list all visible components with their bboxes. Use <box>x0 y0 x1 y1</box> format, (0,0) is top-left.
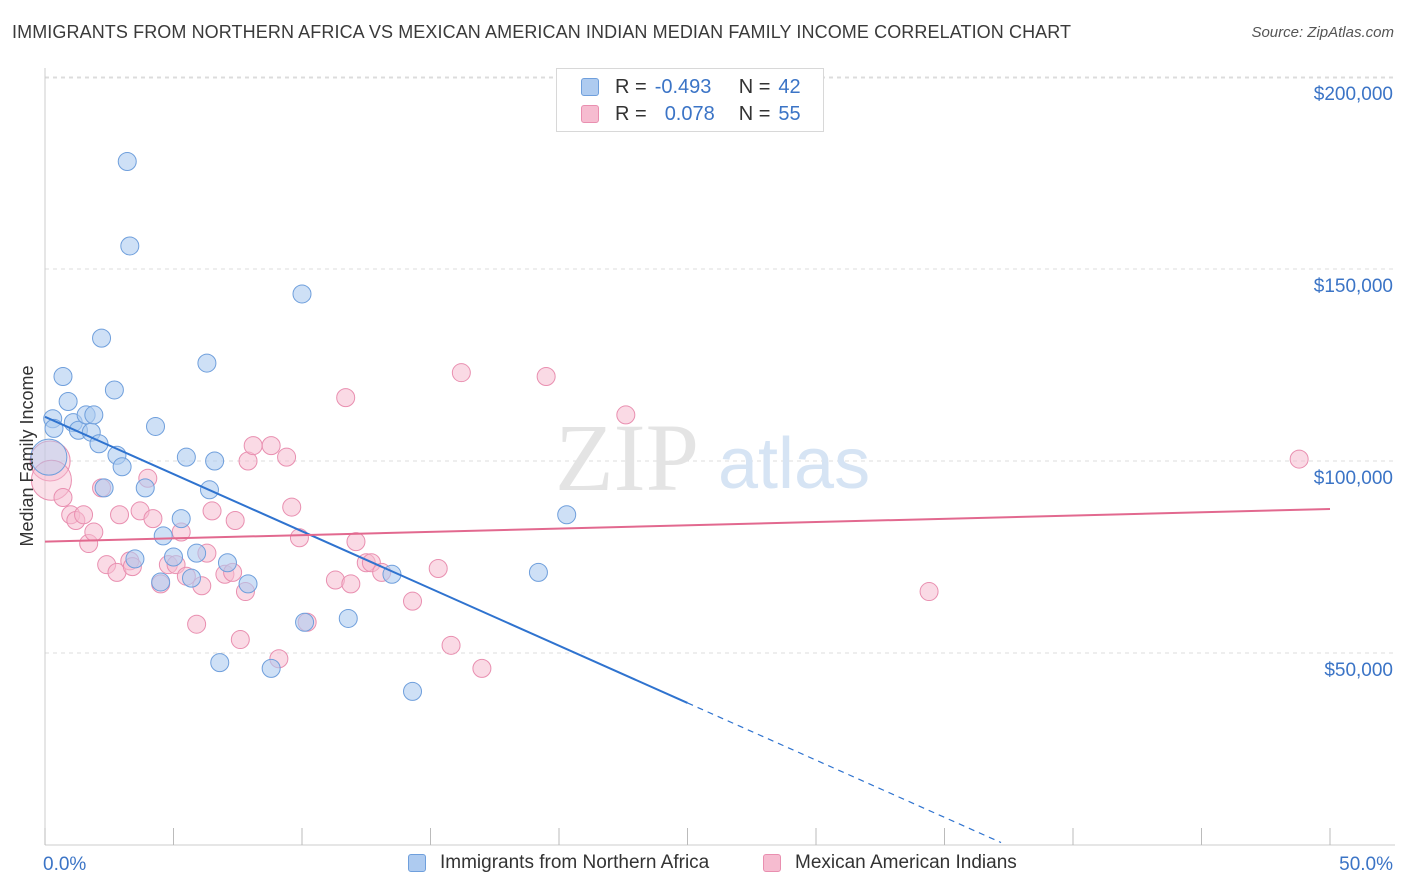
x-tick-label: 50.0% <box>1339 854 1393 875</box>
legend-r-value: 0.078 <box>664 102 715 125</box>
y-tick-label: $50,000 <box>1324 660 1393 681</box>
data-point-pink <box>336 388 356 408</box>
data-point-pink <box>289 528 309 548</box>
legend-swatch-blue <box>581 78 599 96</box>
data-point-blue <box>135 478 155 498</box>
data-point-pink <box>616 405 636 425</box>
legend-row-series1: R = -0.493 N = 42 <box>581 74 801 100</box>
source-label: Source: ZipAtlas.com <box>1251 24 1394 41</box>
data-point-pink <box>143 509 163 529</box>
data-point-pink <box>341 574 361 594</box>
data-point-blue <box>84 405 104 425</box>
data-point-pink <box>243 436 263 456</box>
data-point-pink <box>230 630 250 650</box>
data-point-blue <box>58 391 78 411</box>
data-point-blue <box>187 543 207 563</box>
data-point-blue <box>181 568 201 588</box>
data-point-blue <box>94 478 114 498</box>
data-point-blue <box>146 416 166 436</box>
y-tick-label: $100,000 <box>1314 468 1393 489</box>
legend-n-label: N = <box>738 75 771 98</box>
data-point-blue <box>171 509 191 529</box>
data-point-blue <box>164 547 183 567</box>
legend-n-value: 42 <box>778 75 801 98</box>
data-point-blue <box>197 353 217 373</box>
data-point-pink <box>1289 449 1309 469</box>
data-point-pink <box>403 591 423 611</box>
legend-swatch-pink <box>581 105 599 123</box>
trend-line-pink <box>44 508 1331 543</box>
data-point-blue <box>238 574 258 594</box>
data-point-pink <box>225 511 245 531</box>
data-point-blue <box>528 562 548 582</box>
data-point-pink <box>187 614 207 634</box>
axes <box>44 68 1395 846</box>
bottom-legend-series1: Immigrants from Northern Africa <box>408 852 709 874</box>
tick-labels: $50,000 $100,000 $150,000 $200,000 0.0% 50.0% <box>43 84 1393 875</box>
data-point-pink <box>441 635 461 655</box>
trend-line-blue <box>44 415 688 704</box>
bottom-legend-label: Immigrants from Northern Africa <box>440 852 710 873</box>
data-point-blue <box>205 451 225 471</box>
bottom-legend-swatch-blue <box>408 854 426 872</box>
series-immigrants-northern-africa <box>30 151 577 701</box>
data-point-blue <box>30 438 68 476</box>
data-point-pink <box>74 505 94 525</box>
data-point-blue <box>338 608 358 628</box>
bottom-legend-label: Mexican American Indians <box>795 852 1017 873</box>
bottom-legend-swatch-pink <box>763 854 781 872</box>
data-point-pink <box>428 559 448 579</box>
y-tick-label: $150,000 <box>1314 276 1393 297</box>
legend-r-value: -0.493 <box>654 75 712 98</box>
data-point-blue <box>261 658 281 678</box>
y-axis-label: Median Family Income <box>17 365 37 546</box>
data-point-pink <box>919 582 939 602</box>
watermark-atlas: atlas <box>718 424 870 504</box>
legend-r-label: R = <box>615 102 647 125</box>
data-point-blue <box>217 553 237 573</box>
data-point-blue <box>53 367 73 387</box>
data-point-blue <box>117 151 137 171</box>
data-point-pink <box>53 487 73 507</box>
y-tick-label: $200,000 <box>1314 84 1393 105</box>
data-point-pink <box>84 522 104 542</box>
data-point-blue <box>125 549 145 569</box>
legend-r-label: R = <box>615 75 647 98</box>
grid-lines <box>45 76 1395 654</box>
data-point-pink <box>282 497 302 517</box>
data-point-blue <box>153 526 173 546</box>
data-point-blue <box>120 236 140 256</box>
data-point-blue <box>44 418 64 438</box>
data-point-blue <box>295 612 315 632</box>
data-point-pink <box>451 363 471 383</box>
chart-title: IMMIGRANTS FROM NORTHERN AFRICA VS MEXIC… <box>12 22 1072 42</box>
bottom-legend-series2: Mexican American Indians <box>763 852 1017 874</box>
data-point-blue <box>92 328 112 348</box>
data-point-blue <box>292 284 312 304</box>
data-point-pink <box>472 658 492 678</box>
data-point-pink <box>277 447 297 467</box>
data-point-blue <box>112 457 132 477</box>
data-point-blue <box>151 572 171 592</box>
watermark: ZIP atlas <box>555 404 870 511</box>
data-point-blue <box>176 447 196 467</box>
data-point-pink <box>346 532 366 552</box>
data-point-pink <box>261 436 281 456</box>
stats-legend: R = -0.493 N = 42 R = 0.078 N = 55 <box>556 68 824 132</box>
data-point-blue <box>403 681 423 701</box>
data-point-pink <box>536 367 556 387</box>
legend-n-label: N = <box>738 102 771 125</box>
data-point-blue <box>210 653 230 673</box>
data-point-blue <box>104 380 124 400</box>
trend-lines <box>44 415 1331 844</box>
legend-n-value: 55 <box>778 102 801 125</box>
data-point-blue <box>557 505 577 525</box>
x-tick-label: 0.0% <box>43 854 86 875</box>
legend-row-series2: R = 0.078 N = 55 <box>581 101 801 127</box>
trend-line-blue-dashed <box>687 702 1002 844</box>
data-point-pink <box>202 501 222 521</box>
data-point-pink <box>110 505 130 525</box>
